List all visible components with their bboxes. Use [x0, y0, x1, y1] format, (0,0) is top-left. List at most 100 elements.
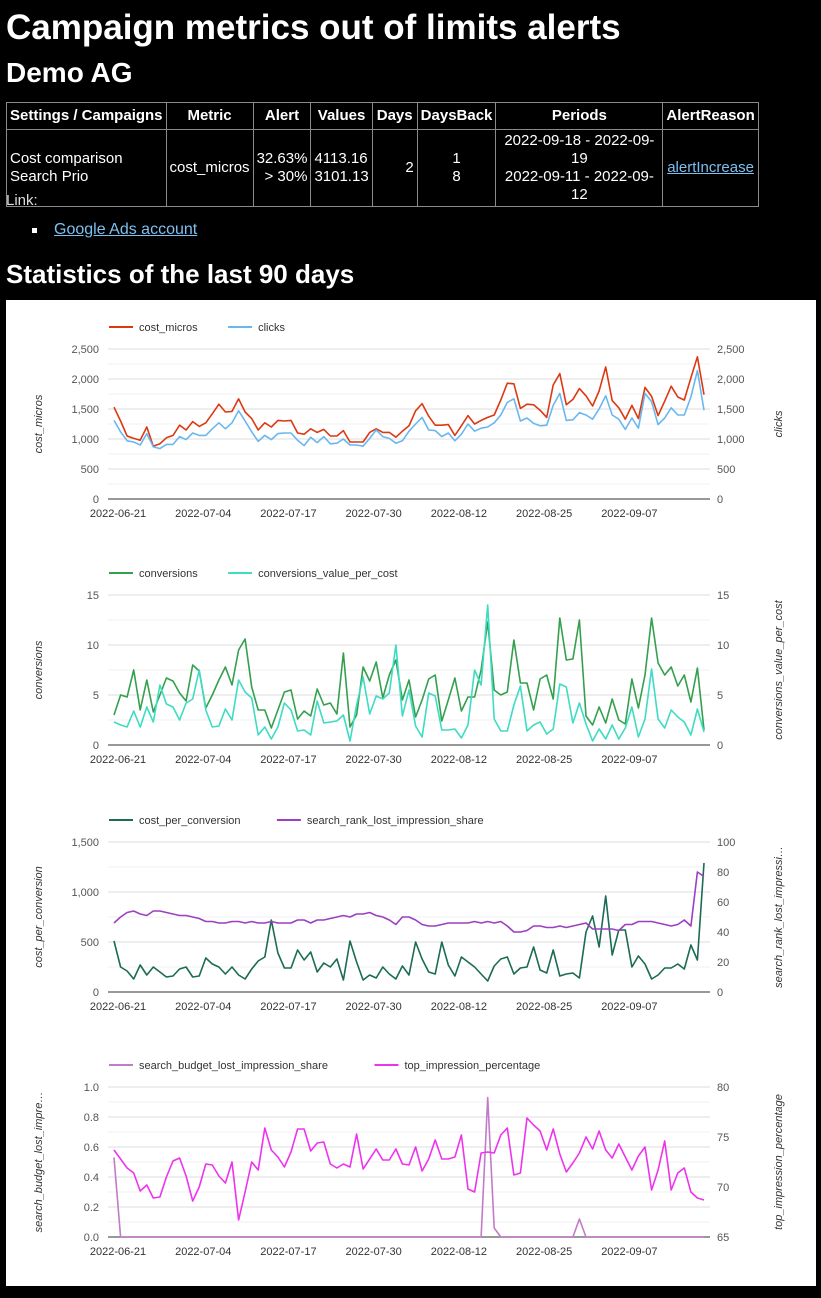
x-tick-label: 2022-08-12: [431, 508, 487, 520]
x-tick-label: 2022-09-07: [601, 1001, 657, 1013]
x-tick-label: 2022-07-17: [260, 1001, 316, 1013]
y2-axis-title: conversions_value_per_cost: [773, 599, 785, 739]
link-label: Link:: [6, 192, 38, 209]
y2-tick-label: 2,500: [717, 344, 745, 356]
alert-change: 32.63%: [256, 150, 308, 167]
col-header-campaigns: Settings / Campaigns: [6, 102, 167, 130]
google-ads-account-link[interactable]: Google Ads account: [54, 221, 198, 238]
y2-axis-title: clicks: [773, 410, 785, 437]
x-tick-label: 2022-09-07: [601, 508, 657, 520]
x-tick-label: 2022-06-21: [90, 1246, 146, 1258]
alert-threshold: > 30%: [264, 168, 308, 185]
y2-tick-label: 500: [717, 464, 735, 476]
col-header-days: Days: [371, 102, 418, 130]
x-tick-label: 2022-08-25: [516, 1246, 572, 1258]
series-line-cost_micros: [113, 355, 705, 447]
x-tick-label: 2022-07-30: [346, 1001, 402, 1013]
cell-days: 2: [371, 129, 418, 207]
y-tick-label: 2,500: [71, 344, 99, 356]
x-tick-label: 2022-07-30: [346, 754, 402, 766]
x-tick-label: 2022-08-12: [431, 1246, 487, 1258]
legend-label: clicks: [258, 322, 285, 334]
y2-tick-label: 0: [717, 740, 723, 752]
y2-tick-label: 0: [717, 987, 723, 999]
y-tick-label: 1,000: [71, 434, 99, 446]
y2-tick-label: 15: [717, 590, 729, 602]
value-previous: 3101.13: [314, 168, 369, 185]
legend-label: conversions_value_per_cost: [258, 568, 397, 580]
x-tick-label: 2022-07-04: [175, 508, 231, 520]
x-tick-label: 2022-06-21: [90, 754, 146, 766]
chart-4: 0.0 0.2 0.4 0.6 0.8 1.0 65 70 75 80 2022-06-21 2022…: [33, 1060, 785, 1258]
y-tick-label: 1,500: [71, 837, 99, 849]
table-row: Cost comparison Search Prio cost_micros 3…: [6, 129, 759, 207]
daysback-2: 8: [452, 168, 461, 185]
y-axis-title: cost_per_conversion: [33, 866, 45, 968]
x-tick-label: 2022-07-04: [175, 1001, 231, 1013]
y2-tick-label: 65: [717, 1232, 729, 1244]
col-header-periods: Periods: [495, 102, 664, 130]
period-1: 2022-09-18 - 2022-09-19: [504, 132, 655, 167]
y-tick-label: 1,000: [71, 887, 99, 899]
series-points-cost_per_conversion: [113, 862, 705, 982]
series-line-cost_per_conversion: [113, 862, 705, 982]
x-tick-label: 2022-08-25: [516, 1001, 572, 1013]
x-tick-label: 2022-08-12: [431, 1001, 487, 1013]
x-tick-label: 2022-07-04: [175, 754, 231, 766]
series-line-search_budget_lost_impression_share: [113, 1096, 704, 1238]
y-tick-label: 15: [87, 590, 99, 602]
y-tick-label: 2,000: [71, 374, 99, 386]
charts-panel: 0 500 1,000 1,500 2,000 2,500 0 500 1,000 1,500 2,…: [6, 300, 816, 1286]
x-tick-label: 2022-08-25: [516, 754, 572, 766]
chart-3: 0 500 1,000 1,500 0 20 40 60 80 100 2022-06-21 2022…: [33, 815, 785, 1013]
cell-values: 4113.16 3101.13: [310, 129, 373, 207]
series-line-conversions_value_per_cost: [113, 604, 705, 742]
cell-periods: 2022-09-18 - 2022-09-19 2022-09-11 - 2022…: [495, 129, 664, 207]
y-tick-label: 500: [81, 937, 99, 949]
y-tick-label: 0.4: [84, 1172, 99, 1184]
series-points-top_impression_percentage: [113, 1117, 705, 1221]
legend-label: cost_micros: [139, 322, 198, 334]
y2-tick-label: 40: [717, 927, 729, 939]
y-tick-label: 1,500: [71, 404, 99, 416]
x-tick-label: 2022-07-04: [175, 1246, 231, 1258]
y-tick-label: 0: [93, 740, 99, 752]
list-item: Google Ads account: [6, 212, 197, 248]
page-title: Campaign metrics out of limits alerts: [6, 8, 621, 47]
y2-tick-label: 100: [717, 837, 735, 849]
alert-reason-link[interactable]: alertIncrease: [667, 159, 754, 176]
x-tick-label: 2022-06-21: [90, 1001, 146, 1013]
y2-tick-label: 60: [717, 897, 729, 909]
account-name: Demo AG: [6, 57, 133, 88]
stats-heading: Statistics of the last 90 days: [6, 259, 355, 289]
x-tick-label: 2022-07-17: [260, 508, 316, 520]
y-tick-label: 0.2: [84, 1202, 99, 1214]
y2-tick-label: 75: [717, 1132, 729, 1144]
legend-label: search_rank_lost_impression_share: [307, 815, 484, 827]
cell-campaign: Cost comparison Search Prio: [6, 129, 167, 207]
y2-tick-label: 80: [717, 1082, 729, 1094]
y2-tick-label: 70: [717, 1182, 729, 1194]
series-points-conversions: [113, 617, 705, 731]
y2-axis-title: search_rank_lost_impressi…: [773, 846, 785, 988]
col-header-alertreason: AlertReason: [662, 102, 759, 130]
series-points-cost_micros: [113, 356, 705, 447]
x-tick-label: 2022-08-12: [431, 754, 487, 766]
value-current: 4113.16: [314, 150, 368, 167]
col-header-metric: Metric: [165, 102, 254, 130]
y-tick-label: 0.6: [84, 1142, 99, 1154]
series-points-clicks: [113, 370, 705, 449]
y-tick-label: 1.0: [84, 1082, 99, 1094]
col-header-values: Values: [310, 102, 373, 130]
links-list: Google Ads account: [6, 212, 197, 248]
series-line-top_impression_percentage: [113, 1117, 705, 1221]
y-tick-label: 0: [93, 987, 99, 999]
y2-tick-label: 0: [717, 494, 723, 506]
charts-svg: 0 500 1,000 1,500 2,000 2,500 0 500 1,000 1,500 2,…: [33, 322, 785, 1258]
y2-tick-label: 1,000: [717, 434, 745, 446]
series-points-search_budget_lost_impression_share: [113, 1097, 705, 1238]
legend-label: conversions: [139, 568, 198, 580]
alerts-table: Settings / Campaigns Metric Alert Values…: [6, 102, 759, 207]
y-axis-title: search_budget_lost_impre…: [33, 1092, 45, 1233]
